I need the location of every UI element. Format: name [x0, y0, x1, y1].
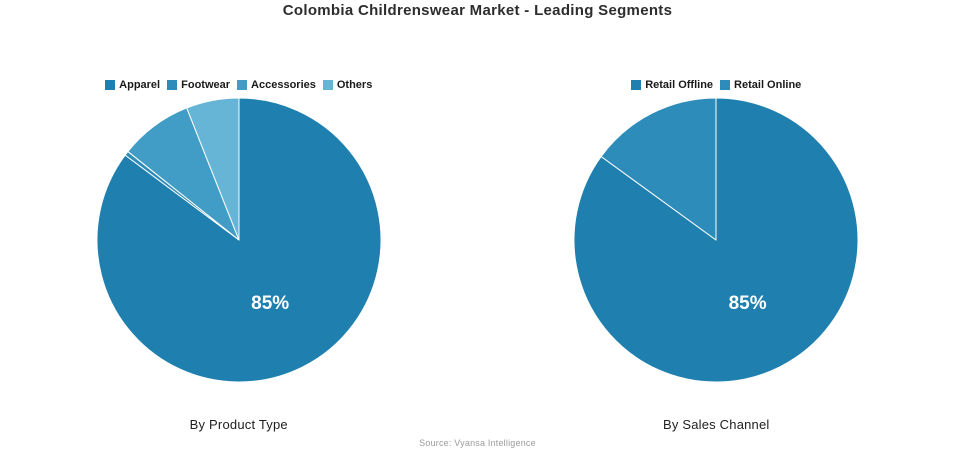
- legend-swatch-apparel: [105, 80, 116, 90]
- legend-item-accessories: Accessories: [237, 79, 316, 91]
- sales-channel-pie: 85%: [573, 97, 859, 383]
- pie-value-label-apparel: 85%: [251, 293, 289, 314]
- legend-swatch-others: [322, 80, 333, 90]
- legend-swatch-accessories: [237, 80, 248, 90]
- legend-label-retail-offline: Retail Offline: [645, 79, 714, 91]
- pie-slice-others: [185, 97, 240, 241]
- legend-label-retail-online: Retail Online: [734, 79, 802, 91]
- pie-value-label-retail-offline: 85%: [729, 293, 767, 314]
- chart-title: Colombia Childrenswear Market - Leading …: [282, 2, 673, 19]
- product-type-pie: 85%: [96, 97, 382, 383]
- sales-channel-chart: Retail Offline Retail Online 85% By Sales…: [478, 0, 955, 454]
- legend-swatch-retail-offline: [631, 80, 642, 90]
- product-type-chart: Apparel Footwear Accessories Others 85% By …: [0, 79, 478, 432]
- sales-channel-legend: Retail Offline Retail Online: [478, 79, 955, 91]
- legend-swatch-footwear: [167, 80, 178, 90]
- legend-label-accessories: Accessories: [251, 79, 316, 91]
- legend-item-footwear: Footwear: [167, 79, 230, 91]
- legend-label-apparel: Apparel: [119, 79, 161, 91]
- legend-item-retail-online: Retail Online: [720, 79, 801, 91]
- legend-item-apparel: Apparel: [105, 79, 160, 91]
- source-note: Source: Vyansa Intelligence: [419, 438, 536, 448]
- legend-label-others: Others: [336, 79, 373, 91]
- product-type-caption: By Product Type: [189, 417, 288, 432]
- legend-item-retail-offline: Retail Offline: [631, 79, 713, 91]
- legend-label-footwear: Footwear: [181, 79, 231, 91]
- sales-channel-caption: By Sales Channel: [662, 417, 770, 432]
- legend-swatch-retail-online: [720, 80, 731, 90]
- legend-item-others: Others: [322, 79, 373, 91]
- product-type-legend: Apparel Footwear Accessories Others: [0, 79, 478, 91]
- pie-slice-retail-online: [600, 97, 717, 241]
